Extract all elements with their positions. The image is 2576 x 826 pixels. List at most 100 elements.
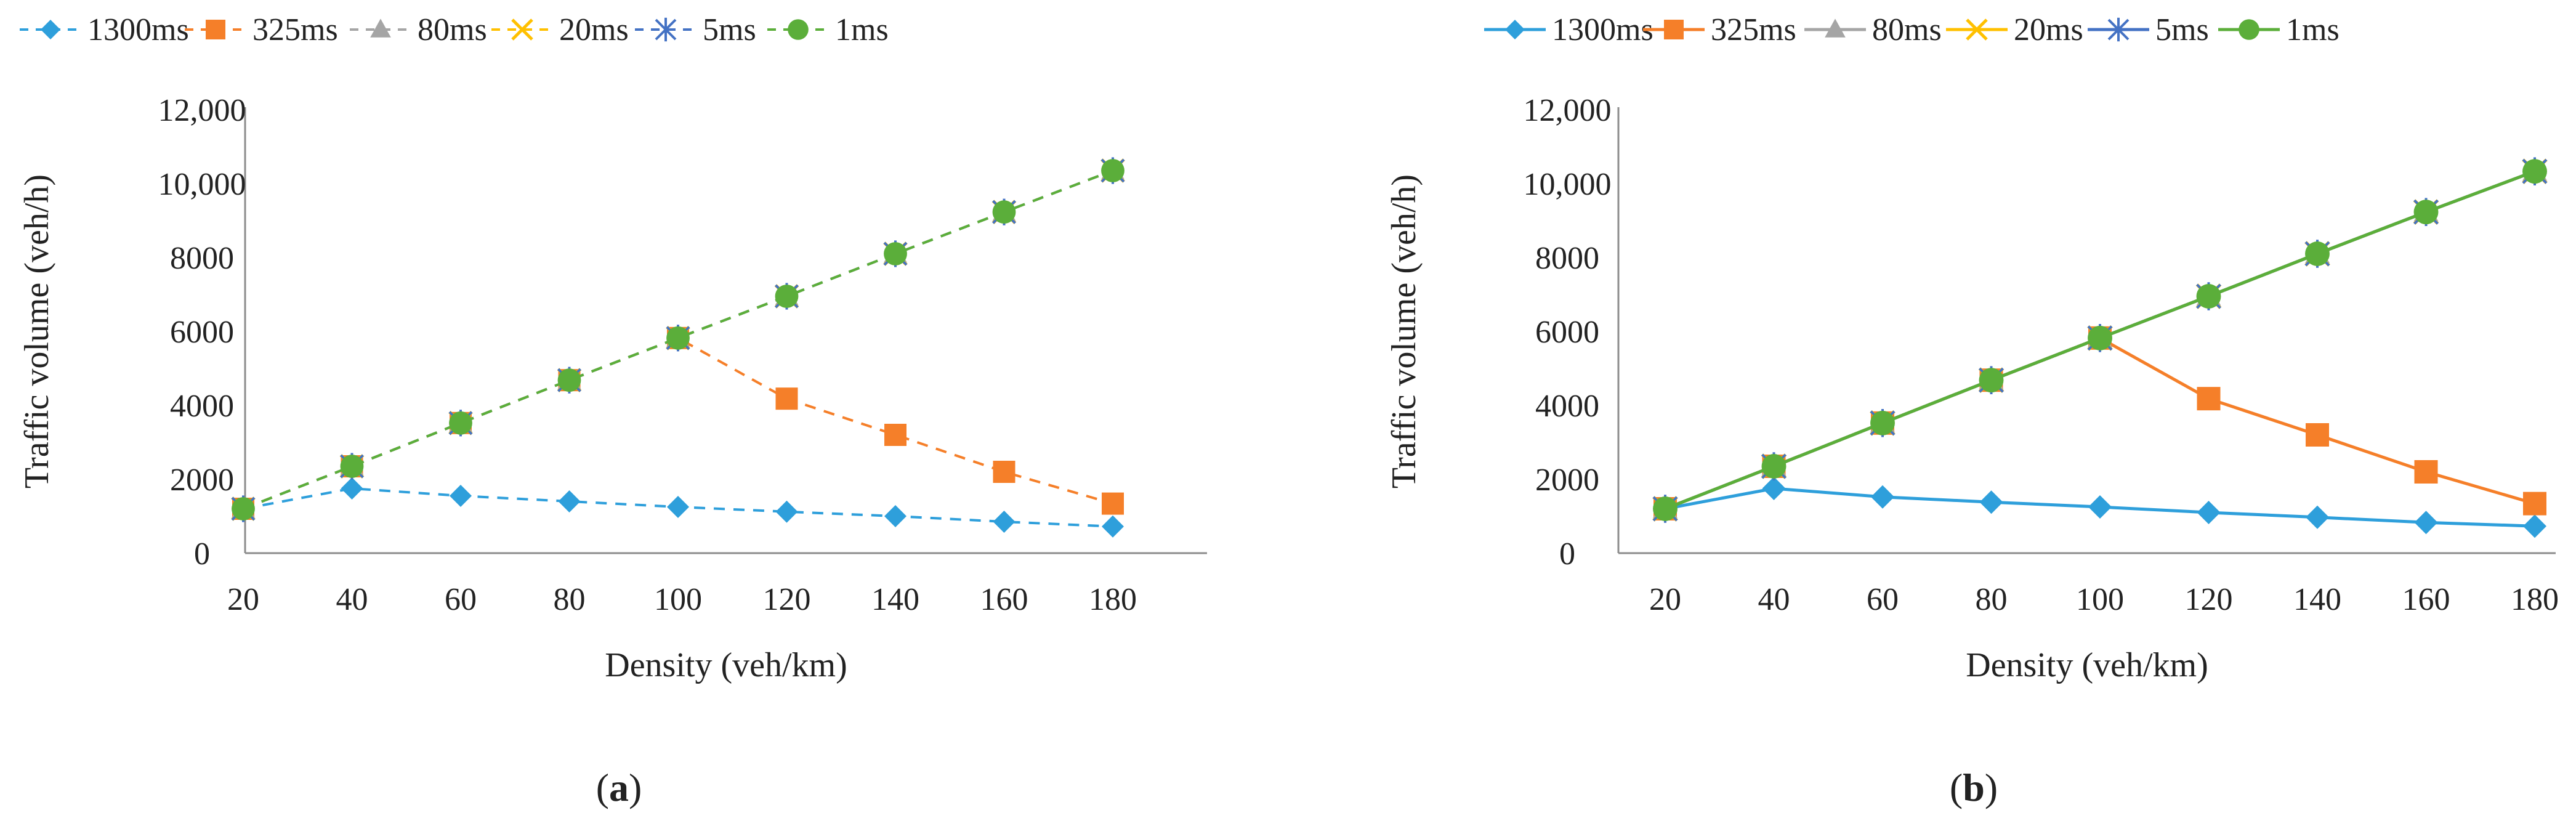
y-tick-label: 8000 xyxy=(170,241,234,276)
x-tick-label: 80 xyxy=(1976,582,2008,617)
data-point-shape xyxy=(1101,159,1124,182)
x-tick-label: 20 xyxy=(227,582,259,617)
data-point-shape xyxy=(2522,159,2547,184)
y-tick-label: 2000 xyxy=(1535,463,1599,498)
data-point-shape xyxy=(2414,460,2438,484)
legend-marker xyxy=(788,19,809,40)
data-point xyxy=(232,497,255,520)
legend-item: 5ms xyxy=(635,12,756,47)
x-tick-label: 100 xyxy=(654,582,702,617)
legend-label: 1ms xyxy=(835,12,889,47)
legend-item: 20ms xyxy=(1946,12,2083,47)
data-point-shape xyxy=(2088,495,2112,519)
data-point xyxy=(2523,514,2546,538)
data-point-shape xyxy=(993,511,1015,533)
x-tick-label: 100 xyxy=(2076,582,2124,617)
data-point xyxy=(2088,495,2112,519)
x-tick-label: 40 xyxy=(1758,582,1790,617)
data-point xyxy=(775,500,798,523)
legend-item: 20ms xyxy=(491,12,629,47)
legend-marker xyxy=(41,20,60,39)
legend-marker xyxy=(2239,19,2259,40)
x-tick-label: 120 xyxy=(763,582,811,617)
chart-panel-a: 0 2000 4000 6000 8000 10,000 12,000 20 40 60 80 100… xyxy=(18,12,1207,809)
legend-label: 20ms xyxy=(2014,12,2083,47)
data-point xyxy=(1762,477,1786,500)
legend-marker xyxy=(1966,18,1988,41)
y-tick-label: 6000 xyxy=(170,315,234,350)
x-tick-label: 120 xyxy=(2185,582,2233,617)
legend-item: 1300ms xyxy=(20,12,189,47)
y-tick-label: 12,000 xyxy=(1524,93,1612,128)
caption-paren: ( xyxy=(596,766,609,809)
legend: 1300ms 325ms 80ms 20ms 5ms 1ms xyxy=(20,12,889,47)
data-point xyxy=(2305,241,2330,266)
legend-label: 20ms xyxy=(559,12,629,47)
x-axis-title: Density (veh/km) xyxy=(1966,646,2208,684)
data-point-shape xyxy=(884,424,906,446)
data-point xyxy=(2197,501,2221,524)
legend-label: 80ms xyxy=(1872,12,1942,47)
data-point-shape xyxy=(2197,387,2221,411)
legend-marker xyxy=(1505,20,1525,39)
data-point xyxy=(2413,200,2439,225)
legend-label: 5ms xyxy=(2155,12,2209,47)
series-1300ms xyxy=(1653,477,2546,538)
data-point xyxy=(884,242,907,265)
legend-label: 325ms xyxy=(1711,12,1796,47)
data-point-shape xyxy=(993,461,1015,483)
legend-label: 1300ms xyxy=(87,12,189,47)
x-tick-label: 80 xyxy=(554,582,586,617)
legend-marker-shape xyxy=(41,20,60,39)
legend-label: 80ms xyxy=(418,12,487,47)
data-point xyxy=(2414,511,2438,535)
data-point xyxy=(2414,460,2438,484)
legend-marker xyxy=(1664,20,1684,39)
data-point xyxy=(2197,387,2221,411)
data-point xyxy=(1653,496,1678,521)
y-tick-label: 10,000 xyxy=(158,167,246,202)
data-point-shape xyxy=(884,242,907,265)
series-325ms xyxy=(232,326,1124,520)
legend-item: 80ms xyxy=(1804,12,1942,47)
data-point xyxy=(450,485,472,507)
data-point xyxy=(341,477,363,500)
x-tick-label: 140 xyxy=(2293,582,2341,617)
data-point xyxy=(2306,505,2329,529)
legend-marker-shape xyxy=(1505,20,1525,39)
data-point-shape xyxy=(2414,511,2438,535)
data-point xyxy=(1871,485,1894,509)
data-point-shape xyxy=(2196,284,2221,309)
series-1ms xyxy=(1653,159,2547,521)
data-point-shape xyxy=(558,490,581,512)
x-tick-label: 160 xyxy=(2402,582,2450,617)
x-tick-label: 140 xyxy=(871,582,919,617)
legend-label: 1300ms xyxy=(1552,12,1653,47)
caption-letter: b xyxy=(1963,766,1985,809)
legend-item: 5ms xyxy=(2088,12,2209,47)
data-point-shape xyxy=(667,496,689,518)
legend-marker-shape xyxy=(370,18,391,38)
y-axis-title: Traffic volume (veh/h) xyxy=(1385,174,1423,488)
legend-item: 325ms xyxy=(1643,12,1796,47)
legend-marker-shape xyxy=(1664,20,1684,39)
data-point-shape xyxy=(2306,423,2329,447)
x-tick-label: 40 xyxy=(336,582,368,617)
x-tick-label: 180 xyxy=(2511,582,2559,617)
data-point xyxy=(884,424,906,446)
legend-item: 80ms xyxy=(350,12,487,47)
data-point-shape xyxy=(2197,501,2221,524)
data-point-shape xyxy=(2088,325,2112,350)
legend-label: 1ms xyxy=(2286,12,2340,47)
data-point xyxy=(1102,515,1124,538)
legend-marker-shape xyxy=(788,19,809,40)
y-tick-label: 4000 xyxy=(1535,389,1599,424)
x-tick-label: 20 xyxy=(1649,582,1681,617)
panel-caption: (b) xyxy=(1950,766,1998,809)
legend-marker xyxy=(511,18,533,41)
series-1300ms xyxy=(232,477,1124,538)
legend-marker-stroke xyxy=(511,18,533,41)
x-tick-label: 180 xyxy=(1089,582,1137,617)
data-point-shape xyxy=(557,368,581,392)
data-point-shape xyxy=(1102,492,1124,515)
